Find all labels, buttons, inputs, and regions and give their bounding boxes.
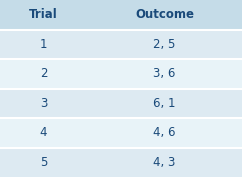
Bar [0, 59, 242, 88]
Text: Outcome: Outcome [135, 8, 194, 21]
Text: 5: 5 [40, 156, 47, 169]
Text: 3: 3 [40, 97, 47, 110]
Text: 2, 5: 2, 5 [153, 38, 176, 51]
Bar [0, 30, 242, 59]
Bar [0, 118, 242, 147]
Text: 6, 1: 6, 1 [153, 97, 176, 110]
Text: 2: 2 [40, 67, 47, 80]
Bar [0, 0, 242, 30]
Text: 4, 6: 4, 6 [153, 126, 176, 139]
Text: Trial: Trial [29, 8, 58, 21]
Bar [0, 88, 242, 118]
Text: 3, 6: 3, 6 [153, 67, 176, 80]
Text: 4, 3: 4, 3 [153, 156, 176, 169]
Text: 1: 1 [40, 38, 47, 51]
Text: 4: 4 [40, 126, 47, 139]
Bar [0, 147, 242, 177]
